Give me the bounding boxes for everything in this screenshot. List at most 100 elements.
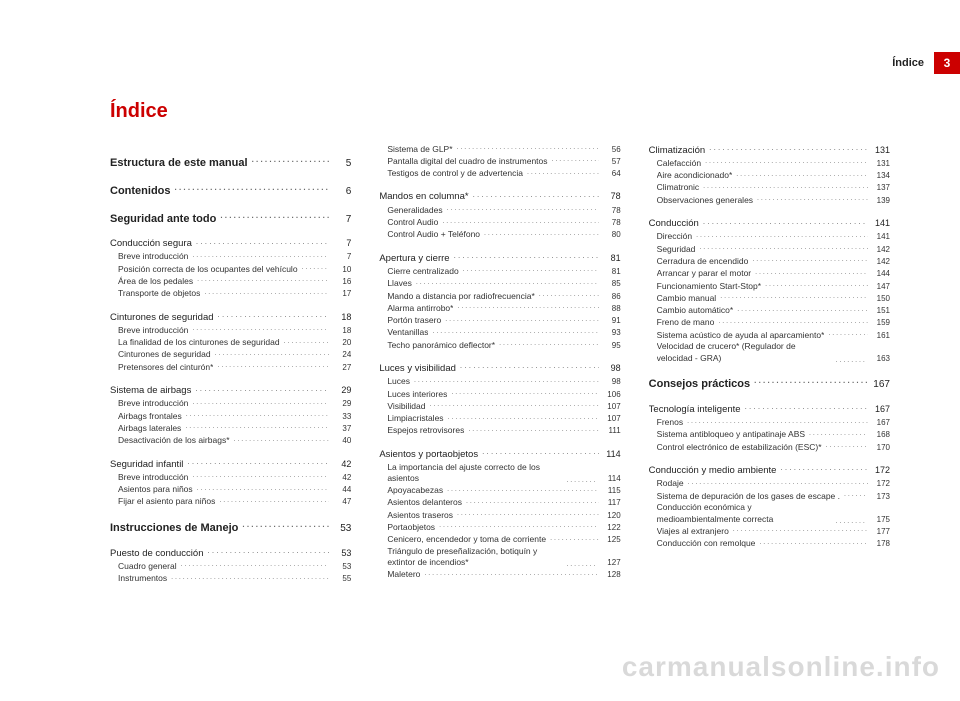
toc-entry: Seguridad ante todo7 <box>110 211 351 227</box>
watermark: carmanualsonline.info <box>622 651 940 683</box>
toc-label: Asientos traseros <box>387 510 453 521</box>
toc-entry: Sistema de depuración de los gases de es… <box>649 490 890 502</box>
toc-leader-dots <box>219 496 329 505</box>
toc-leader-dots <box>432 327 598 336</box>
toc-page-number: 17 <box>333 289 351 300</box>
toc-entry: Transporte de objetos 17 <box>110 288 351 300</box>
toc-leader-dots <box>424 569 598 578</box>
toc-entry: Luces98 <box>379 376 620 388</box>
toc-entry: Cambio automático*151 <box>649 305 890 317</box>
toc-page-number: 29 <box>333 399 351 410</box>
toc-label: Conducción <box>649 218 699 231</box>
toc-label: Área de los pedales <box>118 276 193 287</box>
toc-leader-dots <box>442 217 598 226</box>
toc-leader-dots <box>468 425 598 434</box>
toc-label: Pantalla digital del cuadro de instrumen… <box>387 156 547 167</box>
toc-label: Seguridad <box>657 244 696 255</box>
toc-column: Climatización131Calefacción131Aire acond… <box>649 143 890 585</box>
toc-entry: Pantalla digital del cuadro de instrumen… <box>379 155 620 167</box>
toc-entry: Cierre centralizado81 <box>379 265 620 277</box>
toc-leader-dots <box>234 435 330 444</box>
toc-page-number: 98 <box>603 377 621 388</box>
toc-leader-dots <box>699 243 868 252</box>
toc-entry: Asientos para niños44 <box>110 484 351 496</box>
toc-entry: Conducción con remolque178 <box>649 538 890 550</box>
toc-label: Control electrónico de estabilización (E… <box>657 442 822 453</box>
toc-column: Sistema de GLP*56Pantalla digital del cu… <box>379 143 620 585</box>
toc-label: Apertura y cierre <box>379 253 449 266</box>
toc-page-number: 7 <box>333 252 351 263</box>
toc-page-number: 161 <box>872 331 890 342</box>
toc-page-number: 86 <box>603 292 621 303</box>
toc-leader-dots <box>482 447 599 457</box>
toc-leader-dots <box>187 457 329 467</box>
toc-leader-dots <box>429 400 598 409</box>
toc-page-number: 170 <box>872 443 890 454</box>
toc-leader-dots <box>828 329 868 338</box>
toc-leader-dots <box>539 290 599 299</box>
toc-entry: Control Audio + Teléfono80 <box>379 229 620 241</box>
toc-label: Control Audio + Teléfono <box>387 229 480 240</box>
toc-page-number: 47 <box>333 497 351 508</box>
toc-page-number: 141 <box>872 232 890 243</box>
toc-page-number: 93 <box>603 328 621 339</box>
toc-entry: Control electrónico de estabilización (E… <box>649 441 890 453</box>
toc-page-number: 178 <box>872 539 890 550</box>
toc-entry: La finalidad de los cinturones de seguri… <box>110 337 351 349</box>
toc-leader-dots <box>416 278 599 287</box>
toc-entry: Conducción y medio ambiente172 <box>649 463 890 477</box>
toc-entry: Breve introducción42 <box>110 471 351 483</box>
toc-label: Viajes al extranjero <box>657 526 729 537</box>
toc-label: Cinturones de seguridad <box>110 312 214 325</box>
toc-page-number: 29 <box>333 384 351 396</box>
toc-label: Sistema acústico de ayuda al aparcamient… <box>657 330 825 341</box>
toc-entry: Pretensores del cinturón*27 <box>110 361 351 373</box>
toc-leader-dots <box>752 255 868 264</box>
toc-page-number: 107 <box>603 414 621 425</box>
toc-entry: Dirección141 <box>649 231 890 243</box>
toc-entry: Rodaje172 <box>649 478 890 490</box>
toc-label: Mandos en columna* <box>379 191 468 204</box>
toc-leader-dots <box>566 476 598 485</box>
toc-column: Estructura de este manual5Contenidos6Seg… <box>110 143 351 585</box>
toc-entry: Luces interiores106 <box>379 388 620 400</box>
toc-page-number: 114 <box>603 448 621 460</box>
toc-page-number: 144 <box>872 269 890 280</box>
toc-label: Sistema de airbags <box>110 385 191 398</box>
toc-leader-dots <box>192 251 329 260</box>
toc-page-number: 128 <box>603 570 621 581</box>
toc-entry: Puesto de conducción53 <box>110 546 351 560</box>
toc-page-number: 78 <box>603 206 621 217</box>
toc-label: Limpiacristales <box>387 413 443 424</box>
toc-entry: Mando a distancia por radiofrecuencia*86 <box>379 290 620 302</box>
toc-leader-dots <box>703 217 868 227</box>
toc-label: Instrumentos <box>118 573 167 584</box>
toc-leader-dots <box>688 478 868 487</box>
toc-label: Apoyacabezas <box>387 485 443 496</box>
toc-page-number: 10 <box>333 265 351 276</box>
toc-page-number: 159 <box>872 318 890 329</box>
toc-leader-dots <box>484 229 599 238</box>
toc-page-number: 6 <box>333 185 351 199</box>
toc-leader-dots <box>745 402 868 412</box>
toc-page-number: 42 <box>333 473 351 484</box>
toc-entry: Asientos traseros120 <box>379 509 620 521</box>
toc-leader-dots <box>809 429 868 438</box>
toc-label: Cerradura de encendido <box>657 256 749 267</box>
toc-label: Transporte de objetos <box>118 288 200 299</box>
toc-label: La finalidad de los cinturones de seguri… <box>118 337 280 348</box>
toc-label: Cinturones de seguridad <box>118 349 211 360</box>
toc-entry: Llaves85 <box>379 278 620 290</box>
toc-columns: Estructura de este manual5Contenidos6Seg… <box>110 143 890 585</box>
toc-label: Sistema antibloqueo y antipatinaje ABS <box>657 429 805 440</box>
toc-page-number: 53 <box>333 562 351 573</box>
toc-label: Climatización <box>649 145 706 158</box>
toc-entry: Funcionamiento Start-Stop*147 <box>649 280 890 292</box>
toc-entry: Limpiacristales 107 <box>379 413 620 425</box>
toc-entry: Observaciones generales139 <box>649 194 890 206</box>
toc-leader-dots <box>197 484 330 493</box>
toc-leader-dots <box>454 251 599 261</box>
toc-leader-dots <box>186 410 330 419</box>
toc-leader-dots <box>737 305 868 314</box>
toc-page-number: 33 <box>333 412 351 423</box>
